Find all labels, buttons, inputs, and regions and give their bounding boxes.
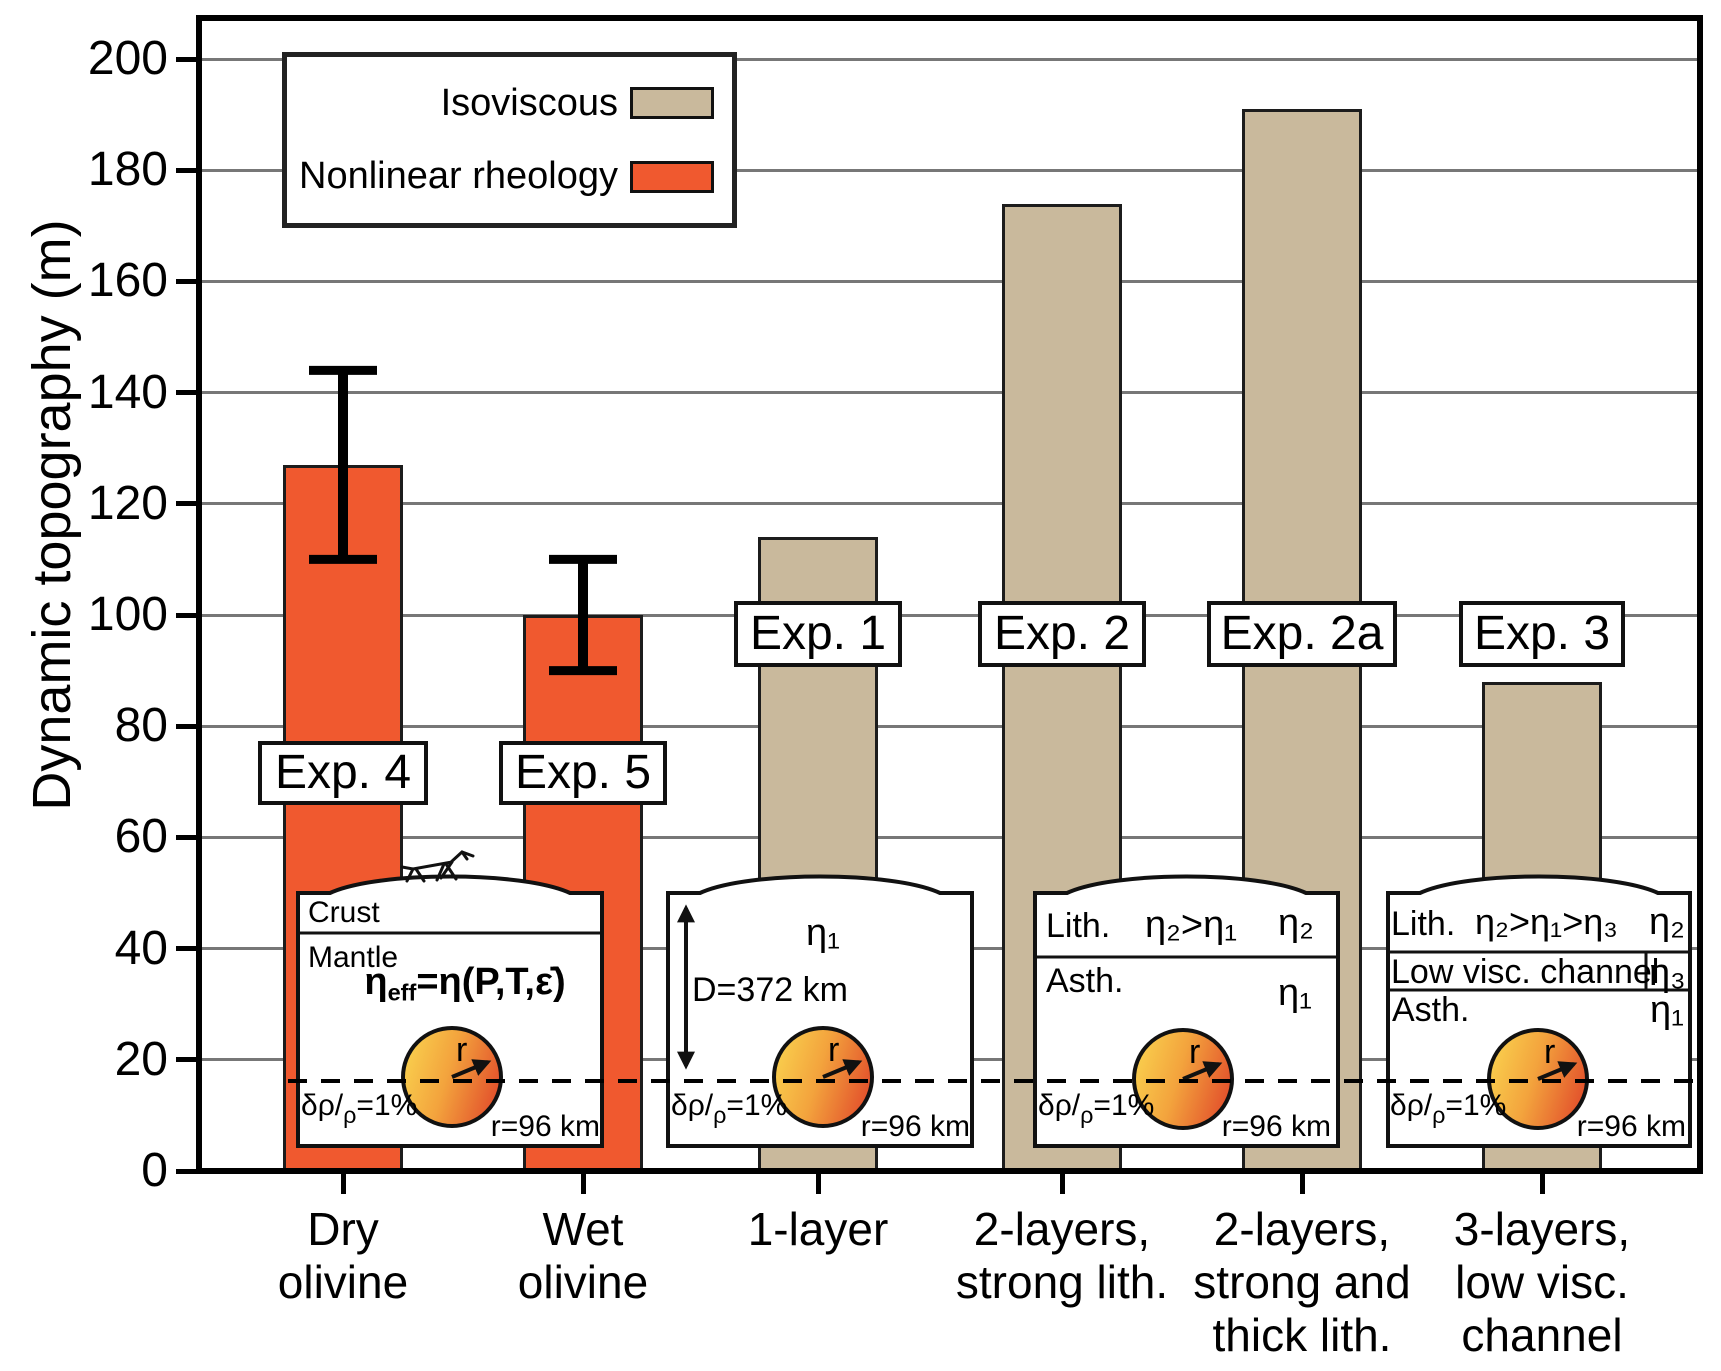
animal-silhouette-icon [400, 850, 475, 883]
y-axis-tick-label: 100 [87, 588, 168, 641]
gridline [202, 835, 1697, 839]
gridline [202, 57, 1697, 61]
x-axis-tick [1059, 1174, 1065, 1194]
x-axis-category-label: 2-layers, strong and thick lith. [1193, 1203, 1411, 1361]
viscosity-equation: ηeff=η(P,T,ε̇) [364, 961, 566, 1006]
experiment-label-box: Exp. 3 [1459, 601, 1625, 667]
y-axis-tick-label: 120 [87, 476, 168, 530]
radius-arrow-label: r [828, 1031, 840, 1069]
radius-arrow [451, 1059, 492, 1079]
y-axis-tick-label: 180 [87, 143, 168, 197]
sphere-radius-label: r=96 km [490, 1110, 600, 1143]
viscosity-label: η₂ [1278, 902, 1314, 944]
y-axis-tick [176, 167, 197, 173]
radius-arrow-label: r [456, 1031, 468, 1069]
viscosity-label: η₂ [1649, 901, 1685, 943]
gridline [202, 502, 1697, 506]
viscosity-relation-label: η₂>η₁>η₃ [1475, 901, 1618, 942]
viscosity-relation-label: η₂>η₁ [1145, 904, 1238, 946]
y-axis-tick [176, 723, 197, 729]
y-axis-tick-label: 140 [87, 365, 168, 419]
experiment-label-box: Exp. 2a [1207, 601, 1397, 667]
y-axis-tick-label: 20 [114, 1032, 168, 1086]
x-axis-category-label: Dry olivine [277, 1203, 409, 1308]
sphere-radius-label: r=96 km [1221, 1110, 1331, 1143]
viscosity-label: η₁ [1650, 989, 1684, 1031]
sphere-radius-label: r=96 km [860, 1110, 970, 1143]
experiment-label-box: Exp. 4 [258, 741, 428, 805]
inset-panel-three-layer [1386, 874, 1692, 1148]
viscosity-label: η₃ [1649, 952, 1686, 994]
x-axis-category-label: 3-layers, low visc. channel [1453, 1203, 1631, 1361]
radius-arrow-label: r [1544, 1033, 1556, 1071]
experiment-label-box: Exp. 2 [978, 601, 1146, 667]
inset-panel-one-layer [666, 874, 974, 1148]
y-axis-tick [176, 278, 197, 284]
density-contrast-label: δρ/ρ=1% [671, 1089, 788, 1129]
y-axis-tick-label: 80 [114, 699, 168, 753]
inset-layer-label: Lith. [1046, 907, 1111, 945]
y-axis-tick [176, 390, 197, 396]
viscosity-label: η₁ [806, 912, 840, 954]
radius-arrow [1182, 1061, 1223, 1081]
inset-layer-label: Crust [308, 896, 380, 929]
y-axis-tick-label: 40 [114, 921, 168, 975]
y-axis-tick [176, 1168, 197, 1174]
y-axis-tick [176, 612, 197, 618]
inset-layer-label: Lith. [1391, 905, 1456, 943]
experiment-label-box: Exp. 1 [734, 601, 902, 667]
y-axis-tick [176, 56, 197, 62]
gridline [202, 391, 1697, 395]
radius-arrow-label: r [1189, 1033, 1201, 1071]
inset-layer-label: Mantle [308, 941, 399, 974]
legend-swatch-nonlinear [630, 161, 714, 193]
x-axis-category-label: 2-layers, strong lith. [955, 1203, 1169, 1308]
x-axis-tick [1539, 1174, 1545, 1194]
y-axis-tick [176, 834, 197, 840]
x-axis-tick [340, 1174, 346, 1194]
gridline [202, 724, 1697, 728]
x-axis-category-label: 1-layer [747, 1203, 889, 1255]
radius-arrow [822, 1059, 863, 1079]
viscosity-label: η₁ [1278, 972, 1312, 1014]
domain-depth-label: D=372 km [692, 971, 848, 1009]
x-axis-category-label: Wet olivine [517, 1203, 649, 1308]
experiment-label-box: Exp. 5 [499, 741, 667, 805]
legend-swatch-isoviscous [630, 87, 714, 119]
y-axis-tick-label: 0 [141, 1144, 168, 1197]
x-axis-tick [580, 1174, 586, 1194]
legend-label-nonlinear: Nonlinear rheology [299, 155, 618, 197]
inset-panel-nonlinear [296, 874, 604, 1148]
gridline [202, 279, 1697, 283]
y-axis-tick [176, 946, 197, 952]
inset-layer-label: Asth. [1046, 962, 1124, 1000]
gridline [202, 168, 1697, 172]
inset-layer-label: Low visc. channel [1391, 953, 1660, 991]
y-axis-tick-label: 160 [87, 254, 168, 308]
radius-arrow [1537, 1061, 1578, 1081]
inset-panel-two-layer [1033, 874, 1340, 1148]
x-axis-tick [1299, 1174, 1305, 1194]
density-contrast-label: δρ/ρ=1% [1390, 1089, 1507, 1129]
density-contrast-label: δρ/ρ=1% [1038, 1089, 1155, 1129]
x-axis-tick [815, 1174, 821, 1194]
gridline [202, 613, 1697, 617]
y-axis-tick-label: 60 [114, 810, 168, 864]
inset-layer-label: Asth. [1392, 991, 1470, 1029]
y-axis-tick-label: 200 [87, 32, 168, 85]
y-axis-tick [176, 501, 197, 507]
legend-label-isoviscous: Isoviscous [440, 82, 618, 124]
density-contrast-label: δρ/ρ=1% [301, 1089, 418, 1129]
y-axis-tick [176, 1057, 197, 1063]
sphere-radius-label: r=96 km [1576, 1110, 1686, 1143]
legend: Isoviscous Nonlinear rheology [282, 52, 737, 228]
